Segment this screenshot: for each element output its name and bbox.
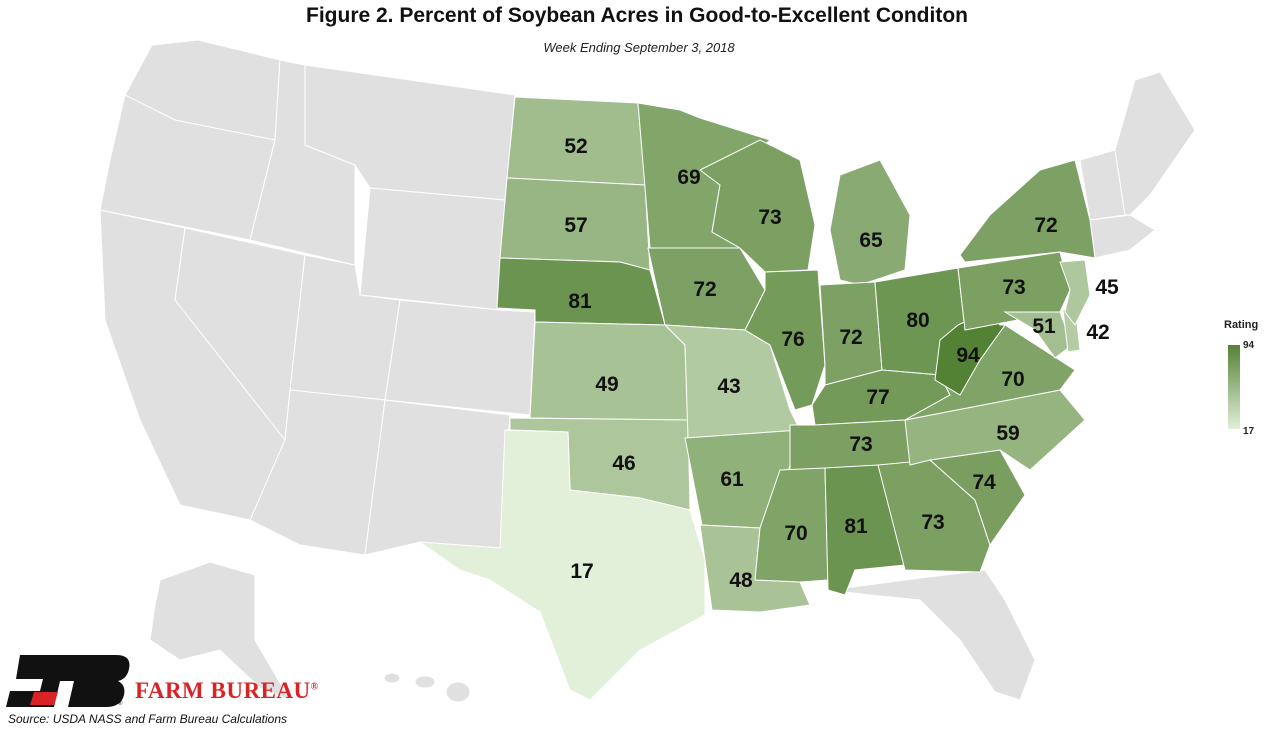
state-label-NY: 72: [1034, 214, 1057, 237]
brand-name: FARM BUREAU®: [135, 678, 319, 704]
state-FL: [829, 569, 1036, 701]
state-label-SC: 74: [972, 471, 996, 494]
state-KS: [529, 321, 689, 421]
legend-title: Rating: [1224, 319, 1259, 331]
state-label-OH: 80: [906, 309, 929, 332]
state-label-MN: 69: [677, 166, 700, 189]
state-label-KY: 77: [866, 386, 889, 409]
state-label-IN: 72: [839, 326, 862, 349]
state-label-OK: 46: [612, 452, 635, 475]
state-label-WV: 94: [956, 344, 980, 367]
farm-bureau-logo-icon: ®: [6, 655, 130, 707]
state-NM: [364, 399, 511, 556]
map-title: Figure 2. Percent of Soybean Acres in Go…: [306, 4, 968, 27]
state-label-KS: 49: [595, 373, 618, 396]
state-label-NE: 81: [568, 290, 592, 313]
state-label-SD: 57: [564, 214, 587, 237]
state-TX: [418, 429, 706, 701]
state-value-labels: 52 57 81 49 46 17 69 72 43 61 48 73 76 65 72 80 77 73 70 81…: [564, 135, 1119, 592]
state-label-GA: 73: [921, 511, 944, 534]
state-label-WI: 73: [758, 206, 781, 229]
state-HI-2: [414, 675, 436, 689]
state-WY: [359, 187, 506, 311]
source-note: Source: USDA NASS and Farm Bureau Calcul…: [8, 712, 288, 726]
legend-min-label: 17: [1243, 426, 1255, 437]
state-label-AL: 81: [844, 515, 868, 538]
legend-color-scale: [1228, 345, 1240, 429]
state-NC: [904, 389, 1086, 471]
state-label-MI: 65: [859, 229, 883, 252]
state-label-MS: 70: [784, 522, 807, 545]
state-MD: [1003, 311, 1073, 359]
state-label-PA: 73: [1002, 276, 1025, 299]
state-label-TN: 73: [849, 433, 872, 456]
state-IL: [744, 269, 826, 411]
state-MA-CT-RI: [1089, 214, 1156, 259]
state-label-AR: 61: [720, 468, 744, 491]
map-subtitle: Week Ending September 3, 2018: [543, 40, 735, 55]
logo-registered-mark: ®: [118, 700, 123, 707]
rated-states: [418, 96, 1096, 701]
state-label-NC: 59: [996, 422, 1019, 445]
state-label-MO: 43: [717, 375, 740, 398]
state-label-NJ: 45: [1095, 276, 1119, 299]
state-label-LA: 48: [729, 569, 753, 592]
state-ME: [1114, 71, 1196, 216]
state-label-DE: 42: [1086, 321, 1109, 344]
state-label-IL: 76: [781, 328, 804, 351]
state-label-ND: 52: [564, 135, 587, 158]
brand-text: FARM BUREAU: [135, 678, 311, 703]
state-HI-3: [445, 681, 471, 703]
state-HI-1: [383, 672, 401, 684]
legend-max-label: 94: [1243, 340, 1255, 351]
state-label-VA: 70: [1001, 368, 1024, 391]
state-AK: [149, 561, 292, 702]
state-CO: [384, 299, 536, 416]
state-label-MD: 51: [1032, 315, 1056, 338]
state-PA: [957, 251, 1071, 331]
no-data-states: [99, 39, 1196, 703]
state-NJ: [1059, 259, 1091, 326]
state-label-IA: 72: [693, 278, 716, 301]
state-label-TX: 17: [570, 560, 593, 583]
state-MI: [829, 159, 911, 286]
state-NY: [959, 159, 1096, 263]
brand-registered-mark: ®: [310, 681, 319, 693]
